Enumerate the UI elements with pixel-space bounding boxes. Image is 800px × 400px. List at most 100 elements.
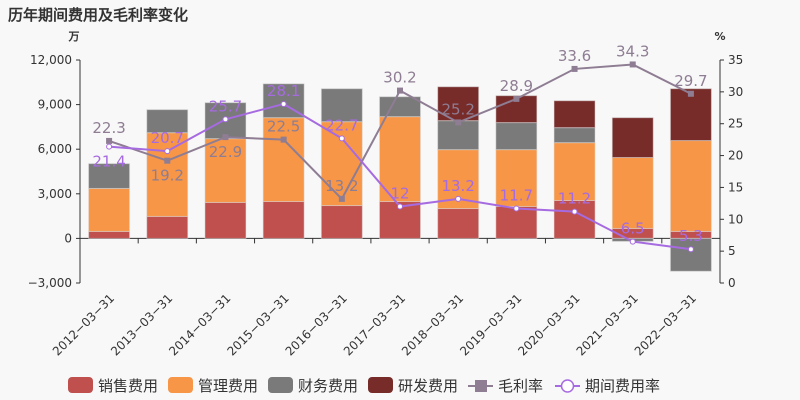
point-毛利率: [397, 87, 403, 94]
y-right-unit: %: [714, 30, 725, 43]
bar-管理费用: [379, 116, 421, 203]
data-label-期间费用率: 21.4: [92, 153, 125, 171]
legend-label: 研发费用: [398, 377, 458, 395]
point-毛利率: [455, 119, 462, 126]
bar-管理费用: [611, 157, 654, 229]
legend-label: 财务费用: [298, 377, 358, 395]
data-label-毛利率: 29.7: [674, 72, 707, 90]
y-right-tick-label: 15: [728, 180, 743, 194]
point-毛利率: [629, 61, 636, 68]
y-right-tick-label: 20: [728, 149, 743, 163]
legend-label: 销售费用: [98, 377, 158, 395]
y-right-tick-label: 25: [728, 117, 743, 131]
bar-财务费用: [320, 88, 363, 123]
point-毛利率: [687, 90, 694, 97]
legend-swatch: [368, 377, 393, 393]
bar-销售费用: [262, 201, 305, 239]
bar-财务费用: [88, 163, 131, 189]
bar-研发费用: [495, 95, 538, 124]
point-毛利率: [571, 65, 578, 72]
y-right-tick-label: 30: [728, 85, 743, 99]
point-毛利率: [338, 195, 345, 202]
legend-marker: [475, 380, 487, 392]
data-label-期间费用率: 11.7: [500, 186, 533, 204]
point-期间费用率: [629, 238, 636, 245]
data-label-期间费用率: 6.5: [621, 220, 645, 238]
legend-marker: [560, 379, 575, 393]
data-label-期间费用率: 5.3: [679, 227, 703, 245]
y-right-tick-label: 0: [728, 276, 736, 290]
data-label-毛利率: 34.3: [616, 42, 649, 60]
bar-销售费用: [204, 201, 247, 239]
point-期间费用率: [106, 143, 113, 150]
y-right-tick-label: 10: [728, 212, 743, 226]
bar-管理费用: [146, 132, 189, 217]
bar-管理费用: [669, 140, 712, 232]
bar-研发费用: [553, 100, 596, 129]
data-label-毛利率: 22.3: [92, 119, 125, 137]
point-期间费用率: [222, 116, 229, 123]
bar-财务费用: [379, 96, 421, 118]
y-left-tick-label: 9,000: [38, 98, 72, 112]
y-left-tick-label: 3,000: [38, 187, 72, 201]
point-期间费用率: [513, 205, 520, 212]
data-label-毛利率: 25.2: [441, 100, 474, 118]
point-毛利率: [222, 134, 229, 141]
bar-管理费用: [553, 142, 596, 201]
bar-管理费用: [437, 149, 480, 210]
bar-财务费用: [553, 127, 596, 144]
data-label-毛利率: 19.2: [151, 167, 184, 185]
point-期间费用率: [338, 135, 345, 142]
data-label-毛利率: 30.2: [383, 69, 416, 87]
legend-label: 管理费用: [198, 377, 258, 395]
point-期间费用率: [397, 203, 403, 210]
point-期间费用率: [164, 148, 171, 155]
y-left-tick-label: 6,000: [38, 142, 72, 156]
bar-管理费用: [495, 149, 538, 207]
data-label-毛利率: 13.2: [325, 177, 358, 195]
bar-销售费用: [437, 208, 480, 239]
point-期间费用率: [280, 100, 287, 107]
bar-管理费用: [204, 138, 247, 203]
data-label-期间费用率: 13.2: [441, 177, 474, 195]
bar-销售费用: [320, 205, 363, 239]
y-left-tick-label: 12,000: [30, 53, 72, 67]
bar-管理费用: [88, 187, 131, 232]
bar-销售费用: [146, 215, 189, 239]
data-label-毛利率: 28.9: [500, 77, 533, 95]
bar-销售费用: [88, 230, 131, 239]
legend-label: 期间费用率: [585, 377, 660, 395]
bar-销售费用: [495, 205, 538, 239]
data-label-期间费用率: 20.7: [151, 129, 184, 147]
data-label-毛利率: 22.9: [209, 143, 242, 161]
data-label-期间费用率: 11.2: [558, 190, 591, 208]
point-毛利率: [106, 137, 113, 144]
bar-研发费用: [611, 117, 654, 159]
data-label-期间费用率: 22.7: [325, 116, 358, 134]
legend-swatch: [268, 377, 293, 393]
point-期间费用率: [687, 246, 694, 253]
data-label-毛利率: 22.5: [267, 118, 300, 136]
legend-label: 毛利率: [498, 377, 543, 395]
y-right-tick-label: 5: [728, 244, 736, 258]
bar-财务费用: [495, 122, 538, 151]
data-label-期间费用率: 25.7: [209, 97, 242, 115]
y-right-tick-label: 35: [728, 53, 743, 67]
bar-财务费用: [146, 109, 189, 134]
point-毛利率: [513, 95, 520, 102]
data-label-期间费用率: 28.1: [267, 82, 300, 100]
x-tick-label: 2022−03−31: [632, 291, 699, 358]
bar-财务费用: [669, 237, 712, 272]
point-毛利率: [164, 157, 171, 164]
y-left-unit: 万: [68, 30, 80, 43]
point-期间费用率: [571, 208, 578, 215]
bar-财务费用: [437, 120, 480, 151]
data-label-毛利率: 33.6: [558, 47, 591, 65]
legend-swatch: [68, 377, 93, 393]
point-毛利率: [280, 136, 287, 143]
y-left-tick-label: −3,000: [28, 276, 72, 290]
bar-研发费用: [669, 88, 712, 142]
legend-swatch: [168, 377, 193, 393]
